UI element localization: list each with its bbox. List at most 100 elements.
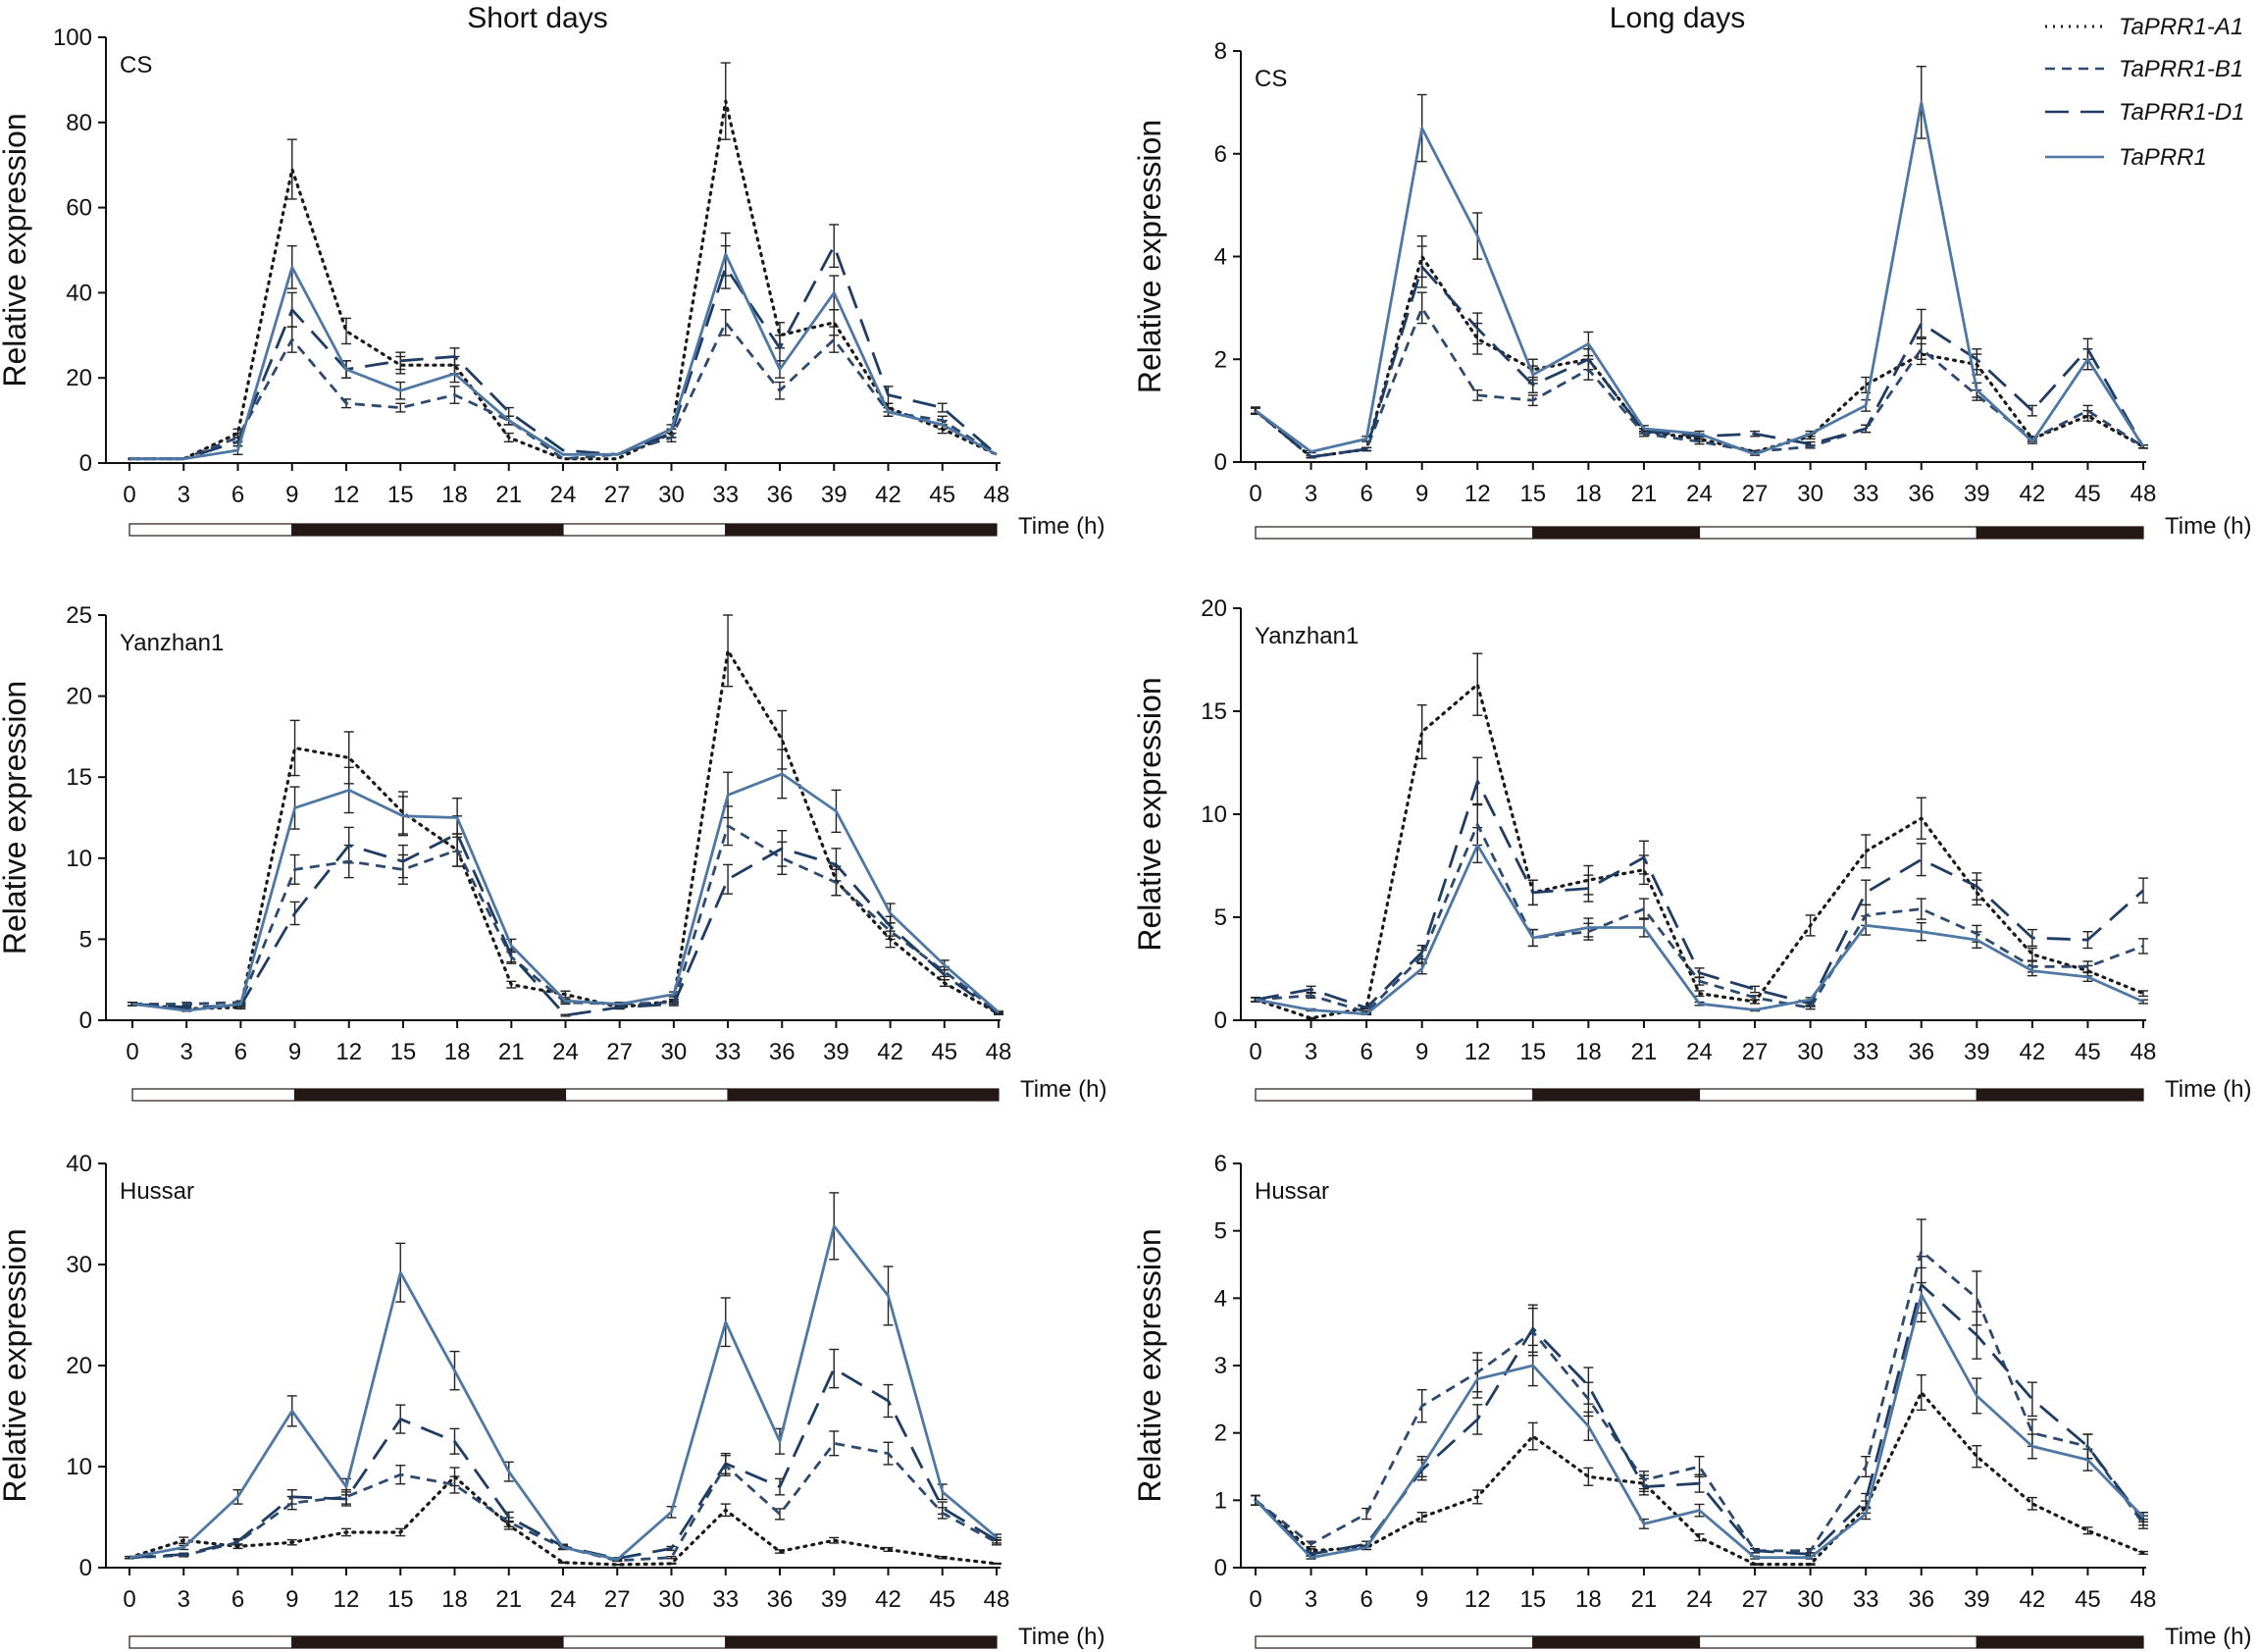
y-tick-label: 5 [1214,1218,1227,1245]
y-tick-label: 4 [1214,244,1227,271]
x-tick-label: 18 [441,482,468,508]
y-tick-label: 0 [79,450,92,477]
y-axis-label: Relative expression [0,113,32,387]
light-period-bar [564,1088,729,1102]
legend-label-a1: TaPRR1-A1 [2119,14,2243,40]
dark-period-bar [725,1635,998,1649]
x-tick-label: 9 [1415,1039,1428,1065]
y-tick-label: 5 [1214,904,1227,931]
x-tick-label: 24 [550,482,577,508]
y-tick-label: 20 [66,684,92,710]
panel-name: Yanzhan1 [1255,623,1359,649]
x-tick-label: 6 [231,482,244,508]
x-tick-label: 39 [821,1586,847,1613]
x-tick-label: 12 [1464,1039,1491,1065]
y-tick-label: 2 [1214,346,1227,373]
error-bars-d1 [125,1348,1001,1561]
dark-period-bar [1532,526,1701,540]
y-tick-label: 0 [1214,1555,1227,1581]
x-tick-label: 30 [1797,1586,1823,1613]
x-tick-label: 18 [1575,1586,1602,1613]
error-bars-d1 [1251,245,2148,459]
x-tick-label: 12 [1464,1586,1491,1613]
y-tick-label: 6 [1214,141,1227,168]
light-period-bar [131,1088,296,1102]
error-bars-t [125,1192,1001,1562]
x-axis-label: Time (h) [1018,1624,1104,1650]
x-axis-label: Time (h) [1020,1076,1106,1103]
dark-period-bar [293,1088,567,1102]
series-line-b1 [129,321,998,461]
series-line-a1 [128,99,999,461]
x-tick-label: 30 [1797,481,1823,507]
x-tick-label: 6 [231,1586,244,1613]
y-tick-label: 10 [66,1454,92,1480]
x-tick-label: 42 [2020,1586,2046,1613]
y-tick-label: 0 [1214,449,1227,476]
light-period-bar [1698,1635,1977,1649]
panel-name: Yanzhan1 [120,630,224,656]
x-tick-label: 12 [334,482,360,508]
y-tick-label: 10 [1201,801,1227,828]
y-tick-label: 0 [1214,1007,1227,1034]
x-tick-label: 18 [441,1586,468,1613]
error-bars-t [1251,1266,2148,1560]
error-bars-t [1251,66,2148,456]
error-bars-b1 [1251,1218,2148,1554]
x-tick-label: 21 [495,482,522,508]
x-tick-label: 6 [1360,1586,1372,1613]
x-tick-label: 0 [123,1586,135,1613]
series-line-t [1255,101,2145,456]
x-tick-label: 9 [1415,481,1428,507]
series-line-d1 [1255,780,2144,1009]
y-tick-label: 25 [66,602,92,629]
x-tick-label: 33 [1853,1039,1879,1065]
dark-period-bar [725,523,998,537]
series-line-a1 [128,1474,999,1567]
x-tick-label: 6 [1360,481,1372,507]
x-tick-label: 15 [1519,1586,1546,1613]
series-line-d1 [1255,265,2145,459]
y-tick-label: 3 [1214,1353,1227,1379]
x-tick-label: 15 [387,482,414,508]
y-axis-label: Relative expression [1132,1228,1167,1502]
y-tick-label: 8 [1214,38,1227,65]
x-tick-label: 45 [2075,1039,2101,1065]
y-axis-label: Relative expression [1132,120,1167,393]
dark-period-bar [1532,1635,1701,1649]
x-tick-label: 30 [1797,1039,1823,1065]
series-line-a1 [1254,1390,2145,1567]
legend-label-d1: TaPRR1-D1 [2119,99,2245,126]
dark-period-bar [727,1088,1000,1102]
x-tick-label: 3 [1305,481,1317,507]
light-period-bar [562,523,727,537]
x-tick-label: 3 [180,1039,193,1065]
x-tick-label: 27 [604,482,631,508]
y-tick-label: 6 [1214,1151,1227,1177]
light-period-bar [128,523,293,537]
y-tick-label: 15 [1201,698,1227,725]
x-tick-label: 33 [715,1039,742,1065]
y-tick-label: 0 [79,1555,92,1581]
y-axis-label: Relative expression [1132,677,1167,951]
x-tick-label: 18 [444,1039,471,1065]
x-tick-label: 15 [390,1039,417,1065]
x-tick-label: 45 [929,1586,955,1613]
series-line-t [128,1224,998,1562]
x-tick-label: 48 [2131,481,2157,507]
x-tick-label: 30 [658,1586,685,1613]
x-tick-label: 3 [1305,1039,1317,1065]
light-period-bar [1698,526,1977,540]
dark-period-bar [291,523,564,537]
x-tick-label: 36 [1908,481,1934,507]
series-line-b1 [1255,823,2144,1013]
light-period-bar [1255,1635,1534,1649]
error-bars-a1 [1251,652,2148,1020]
x-tick-label: 39 [821,482,847,508]
x-axis-label: Time (h) [1018,513,1104,540]
x-tick-label: 27 [1742,481,1769,507]
x-tick-label: 0 [1249,1586,1261,1613]
x-tick-label: 15 [387,1586,414,1613]
